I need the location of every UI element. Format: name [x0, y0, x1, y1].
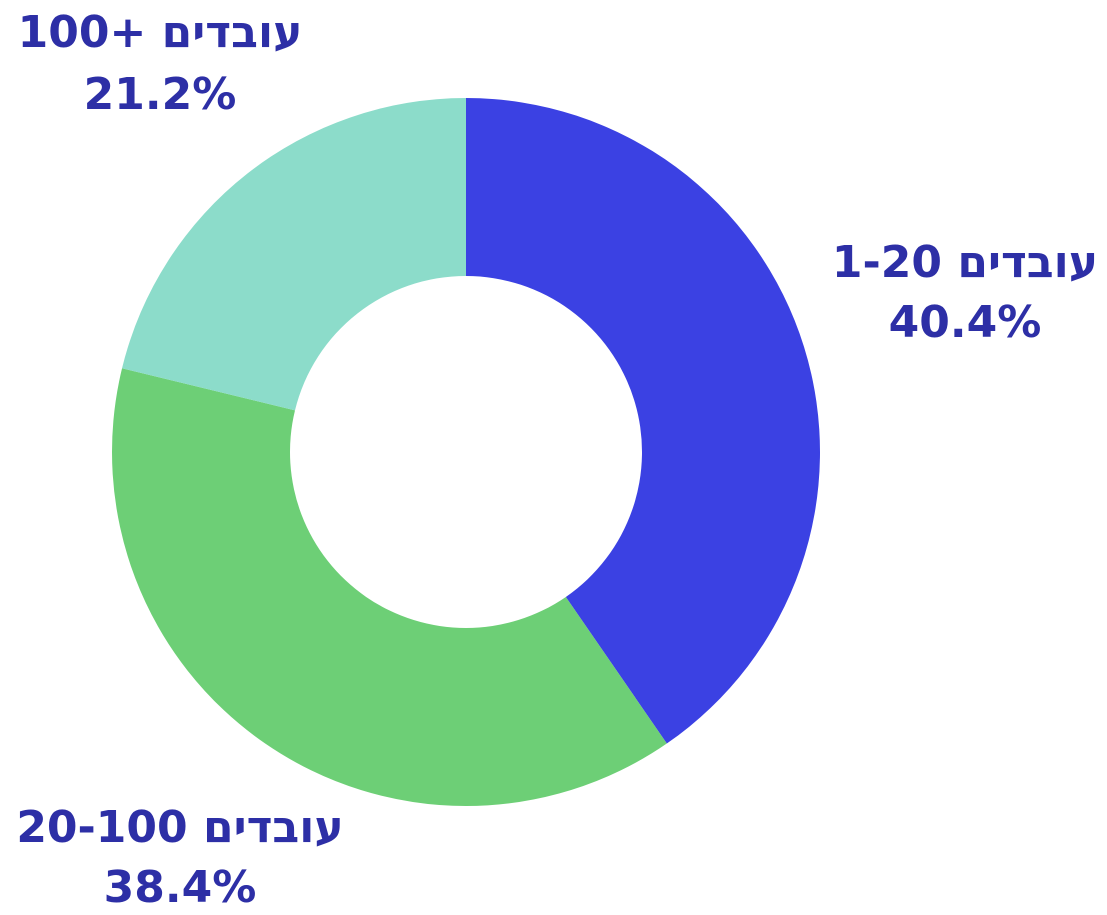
donut-slice — [466, 98, 820, 744]
donut-slice — [112, 368, 667, 807]
slice-label: עובדים 1-20 — [832, 237, 1098, 288]
slice-label: עובדים +100 — [18, 7, 303, 58]
slice-value-label: 40.4% — [889, 297, 1042, 348]
donut-slice — [122, 98, 467, 411]
slice-label: עובדים 20-100 — [16, 802, 343, 853]
slice-value-label: 21.2% — [84, 69, 237, 120]
slice-value-label: 38.4% — [104, 862, 257, 913]
